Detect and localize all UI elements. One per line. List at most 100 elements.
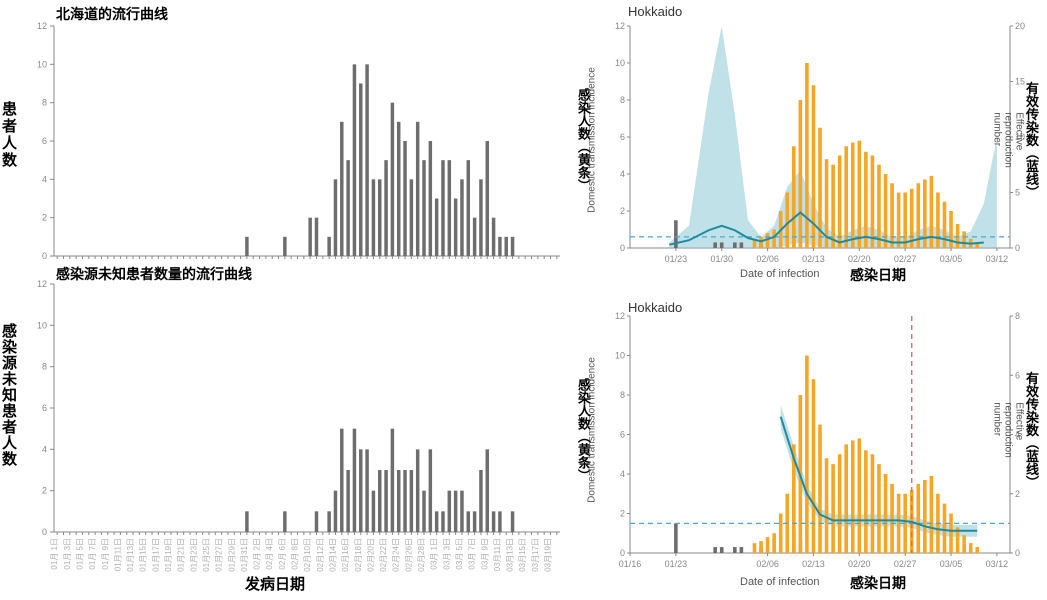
svg-text:6: 6 xyxy=(42,136,47,146)
svg-text:02月24日: 02月24日 xyxy=(392,538,401,572)
chart-svg-bottom-left: 02468101201月 1日01月 3日01月 5日01月 7日01月 9日0… xyxy=(10,264,570,594)
svg-text:03月 1日: 03月 1日 xyxy=(430,538,439,570)
ylabel-cn-right-bottom-right: 有效传染数（蓝线） xyxy=(1022,372,1041,489)
chart-svg-top-left: 024681012 xyxy=(10,6,570,264)
svg-text:01/30: 01/30 xyxy=(710,254,733,264)
svg-text:02月14日: 02月14日 xyxy=(328,538,337,572)
svg-text:03/12: 03/12 xyxy=(986,559,1009,569)
svg-text:03月11日: 03月11日 xyxy=(493,538,502,571)
ylabel-en-left-top-right: Domestic transmission incidence xyxy=(587,67,598,213)
svg-text:03月 3日: 03月 3日 xyxy=(442,538,451,570)
svg-text:8: 8 xyxy=(42,98,47,108)
svg-text:01月23日: 01月23日 xyxy=(189,538,198,572)
svg-text:8: 8 xyxy=(620,390,625,400)
svg-text:02月 2日: 02月 2日 xyxy=(253,538,262,570)
svg-text:6: 6 xyxy=(620,430,625,440)
svg-text:0: 0 xyxy=(1015,548,1020,558)
svg-text:2: 2 xyxy=(620,509,625,519)
svg-text:02/20: 02/20 xyxy=(848,559,871,569)
svg-text:03月13日: 03月13日 xyxy=(506,538,515,572)
svg-text:2: 2 xyxy=(620,206,625,216)
svg-text:6: 6 xyxy=(42,403,47,413)
svg-text:01月31日: 01月31日 xyxy=(240,538,249,572)
svg-text:6: 6 xyxy=(1015,370,1020,380)
xlabel-bottom-left: 发病日期 xyxy=(245,573,305,594)
svg-text:0: 0 xyxy=(42,251,47,261)
svg-text:10: 10 xyxy=(615,351,625,361)
svg-text:01月 9日: 01月 9日 xyxy=(101,538,110,570)
svg-text:02月 4日: 02月 4日 xyxy=(265,538,274,570)
svg-text:01月29日: 01月29日 xyxy=(227,538,236,572)
svg-text:03月 7日: 03月 7日 xyxy=(468,538,477,570)
panel-bottom-left: 感染源未知患者数量的流行曲线 0 2 4 6 8 10 12 01月 1日 01月 3日 01月 … xyxy=(10,264,570,594)
svg-text:02月16日: 02月16日 xyxy=(341,538,350,572)
ylabel-en-left-bottom-right: Domestic transmission incidence xyxy=(587,357,598,503)
svg-text:0: 0 xyxy=(620,243,625,253)
svg-text:01月 7日: 01月 7日 xyxy=(88,538,97,570)
svg-text:01/23: 01/23 xyxy=(665,254,688,264)
svg-text:01/16: 01/16 xyxy=(619,559,642,569)
panel-top-left: 北海道的流行曲线 024681012 xyxy=(10,6,570,264)
svg-text:4: 4 xyxy=(42,174,47,184)
svg-text:02月10日: 02月10日 xyxy=(303,538,312,572)
chart-title-top-right: Hokkaido xyxy=(628,4,682,19)
svg-text:01月25日: 01月25日 xyxy=(202,538,211,572)
ylabel-cn-right-top-right: 有效传染数（蓝线） xyxy=(1022,82,1041,199)
svg-text:03月19日: 03月19日 xyxy=(544,538,553,572)
svg-text:4: 4 xyxy=(620,469,625,479)
svg-text:0: 0 xyxy=(620,548,625,558)
svg-text:01月13日: 01月13日 xyxy=(126,538,135,572)
svg-text:12: 12 xyxy=(37,279,47,289)
svg-text:02/20: 02/20 xyxy=(848,254,871,264)
chart-svg-bottom-right: 0246810120246801/1601/2302/0602/1302/200… xyxy=(600,300,1040,595)
chart-title-bottom-right: Hokkaido xyxy=(628,300,682,315)
ylabel-cn-bottom-left: 感染源未知患者人数 xyxy=(0,323,19,467)
svg-text:01月 1日: 01月 1日 xyxy=(50,538,59,570)
svg-text:03/05: 03/05 xyxy=(940,559,963,569)
svg-text:01月15日: 01月15日 xyxy=(139,538,148,572)
svg-text:0: 0 xyxy=(42,527,47,537)
xlabel-cn-top-right: 感染日期 xyxy=(850,265,906,285)
svg-text:2: 2 xyxy=(1015,489,1020,499)
svg-text:02/13: 02/13 xyxy=(802,559,825,569)
svg-text:02月22日: 02月22日 xyxy=(379,538,388,572)
chart-svg-top-right: 0246810120510152001/2301/3002/0602/1302/… xyxy=(600,10,1040,290)
svg-text:02月28日: 02月28日 xyxy=(417,538,426,572)
svg-text:03月 5日: 03月 5日 xyxy=(455,538,464,570)
svg-text:01月17日: 01月17日 xyxy=(151,538,160,572)
svg-text:03/05: 03/05 xyxy=(940,254,963,264)
svg-text:01月 3日: 01月 3日 xyxy=(63,538,72,570)
svg-text:12: 12 xyxy=(37,21,47,31)
svg-text:8: 8 xyxy=(1015,311,1020,321)
svg-text:02/13: 02/13 xyxy=(802,254,825,264)
svg-text:02月18日: 02月18日 xyxy=(354,538,363,572)
chart-title-bottom-left: 感染源未知患者数量的流行曲线 xyxy=(56,264,252,284)
svg-text:01月27日: 01月27日 xyxy=(215,538,224,572)
page-root: 北海道的流行曲线 0 2 4 6 8 10 12 感染源未知患者数量的流行曲线 0 2 4 6 8 1… xyxy=(0,0,1047,600)
svg-text:8: 8 xyxy=(42,362,47,372)
chart-title-top-left: 北海道的流行曲线 xyxy=(56,4,168,24)
svg-text:12: 12 xyxy=(615,21,625,31)
ylabel-en-right-bottom-right: Effective reproduction number xyxy=(992,402,1025,458)
svg-text:12: 12 xyxy=(615,311,625,321)
svg-text:02/27: 02/27 xyxy=(894,254,917,264)
xlabel-cn-bottom-right: 感染日期 xyxy=(850,573,906,593)
panel-top-right: Hokkaido 0246810120510152001/2301/3002/0… xyxy=(600,10,1040,290)
svg-text:03/12: 03/12 xyxy=(986,254,1009,264)
svg-text:4: 4 xyxy=(620,169,625,179)
svg-text:01/23: 01/23 xyxy=(665,559,688,569)
svg-text:01月11日: 01月11日 xyxy=(113,538,122,571)
svg-text:4: 4 xyxy=(42,444,47,454)
svg-text:10: 10 xyxy=(37,320,47,330)
svg-text:02/06: 02/06 xyxy=(756,559,779,569)
svg-text:02月 8日: 02月 8日 xyxy=(291,538,300,570)
svg-text:20: 20 xyxy=(1015,21,1025,31)
ylabel-en-right-top-right: Effective reproduction number xyxy=(992,112,1025,168)
svg-text:02月20日: 02月20日 xyxy=(366,538,375,572)
svg-text:02月 6日: 02月 6日 xyxy=(278,538,287,570)
svg-text:0: 0 xyxy=(1015,243,1020,253)
svg-text:03月15日: 03月15日 xyxy=(518,538,527,572)
svg-text:01月19日: 01月19日 xyxy=(164,538,173,572)
svg-text:2: 2 xyxy=(42,486,47,496)
svg-text:10: 10 xyxy=(37,59,47,69)
